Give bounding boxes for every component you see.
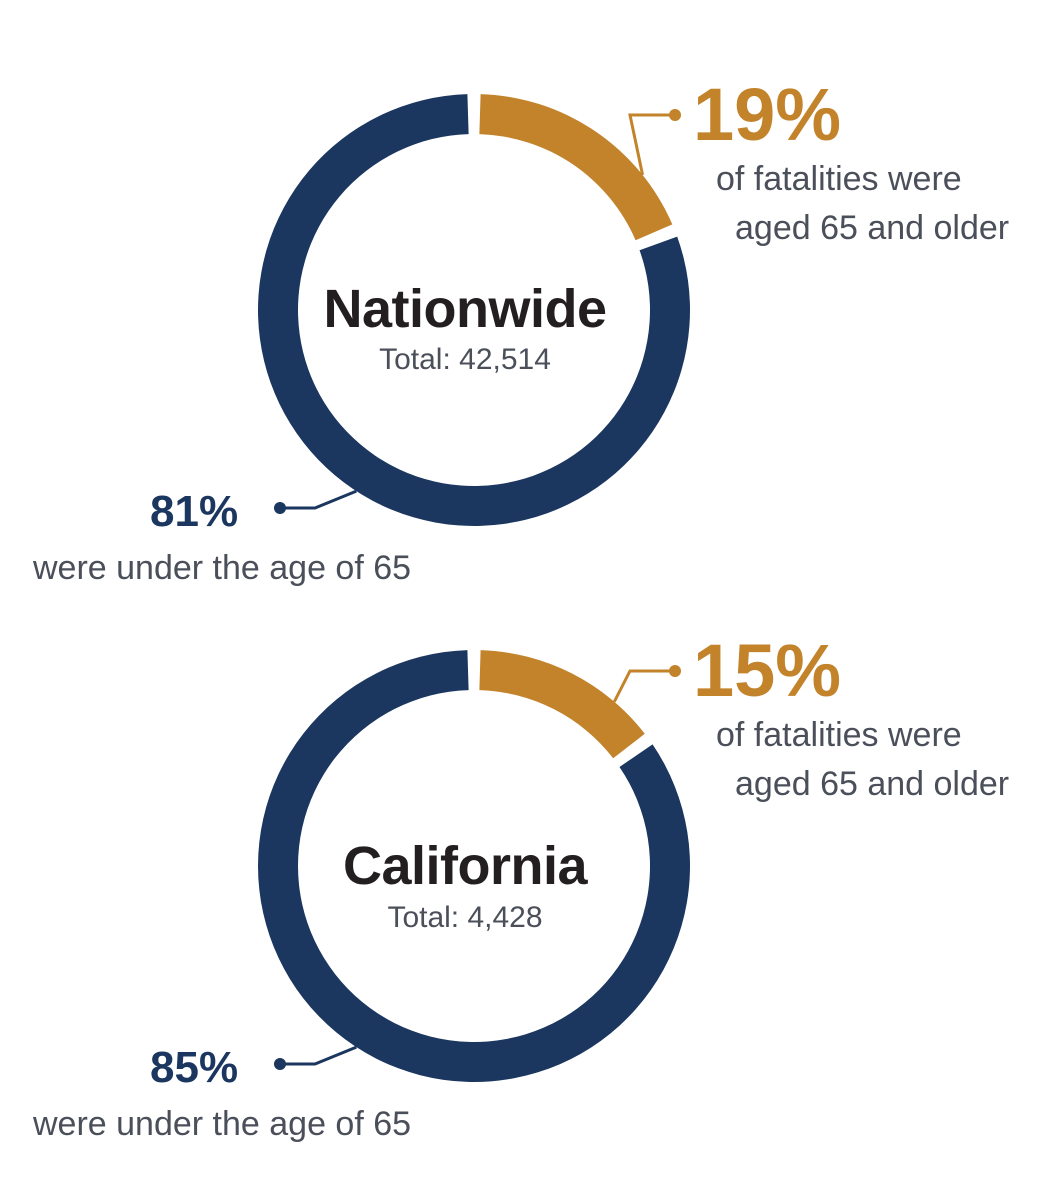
older-desc-line-2: aged 65 and older (735, 765, 1010, 803)
slice-aged-65-and-older (479, 94, 673, 241)
older-desc-line-2: aged 65 and older (735, 209, 1010, 247)
chart-total: Total: 4,428 (387, 901, 543, 934)
donut-chart-california: California Total: 4,428 15% of fatalitie… (0, 556, 1045, 1156)
older-desc-line-1: of fatalities were (716, 716, 962, 754)
donut-svg-california (258, 650, 691, 1082)
leader-line-older (628, 113, 675, 176)
donut-svg-nationwide (258, 94, 690, 527)
chart-title: California (342, 836, 588, 896)
younger-pct-label: 85% (150, 1043, 239, 1092)
younger-desc-line-1: were under the age of 65 (33, 1105, 412, 1143)
leader-line-younger (280, 1045, 357, 1066)
leader-dot-older (669, 665, 681, 677)
younger-desc-line-1: were under the age of 65 (33, 549, 412, 587)
leader-dot-older (669, 109, 681, 121)
leader-dot-younger (274, 502, 286, 514)
older-desc-line-1: of fatalities were (716, 160, 962, 198)
older-pct-label: 15% (693, 629, 842, 712)
donut-chart-nationwide: Nationwide Total: 42,514 19% of fataliti… (33, 73, 1010, 587)
younger-pct-label: 81% (150, 487, 239, 536)
chart-title: Nationwide (323, 279, 607, 339)
leader-line-older (612, 669, 675, 703)
slice-aged-65-and-older (479, 650, 645, 759)
older-pct-label: 19% (693, 73, 842, 156)
leader-dot-younger (274, 1058, 286, 1070)
leader-line-younger (280, 489, 357, 510)
chart-total: Total: 42,514 (379, 343, 551, 376)
